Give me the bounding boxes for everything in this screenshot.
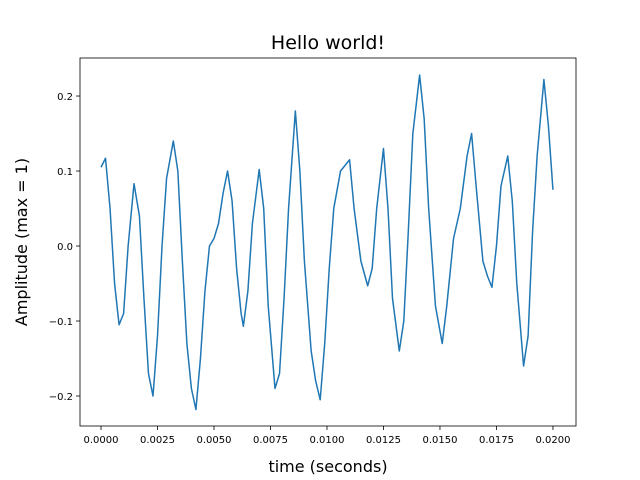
data-line	[100, 74, 554, 411]
y-tick-label: −0.1	[49, 317, 73, 328]
y-tick-label: 0.1	[57, 167, 73, 178]
x-tick-label: 0.0175	[479, 435, 514, 446]
x-tick-label: 0.0050	[196, 435, 231, 446]
x-tick-label: 0.0025	[140, 435, 175, 446]
x-axis-label: time (seconds)	[268, 457, 387, 476]
x-tick-label: 0.0100	[309, 435, 344, 446]
y-axis-label: Amplitude (max = 1)	[12, 158, 31, 326]
x-tick-label: 0.0125	[366, 435, 401, 446]
plot-frame	[79, 57, 577, 427]
y-tick-label: −0.2	[49, 392, 73, 403]
x-tick-label: 0.0000	[84, 435, 119, 446]
chart-title: Hello world!	[271, 32, 385, 54]
y-tick-label: 0.0	[57, 242, 73, 253]
y-tick-label: 0.2	[57, 92, 73, 103]
x-tick-label: 0.0075	[253, 435, 288, 446]
x-tick-label: 0.0150	[422, 435, 457, 446]
x-tick-label: 0.0200	[535, 435, 570, 446]
